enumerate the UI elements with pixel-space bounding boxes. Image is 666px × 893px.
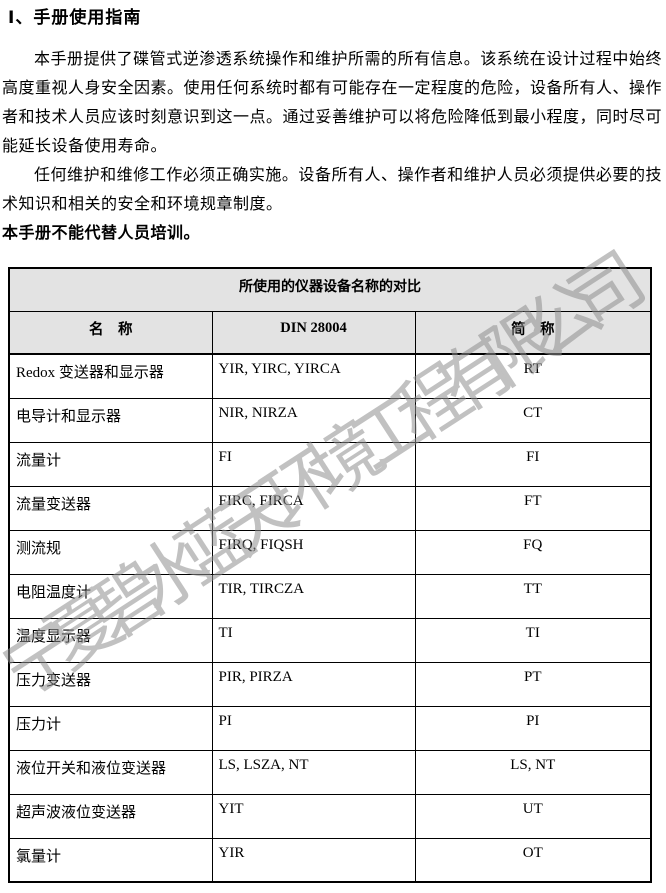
abbreviation-cell: PI xyxy=(414,705,652,751)
din-code-cell: FIRQ, FIQSH xyxy=(211,529,416,575)
training-note: 本手册不能代替人员培训。 xyxy=(2,225,201,242)
abbreviation-cell: LS, NT xyxy=(414,749,652,795)
table-row: 流量变送器 FIRC, FIRCA FT xyxy=(8,485,652,531)
table-row: 电阻温度计 TIR, TIRCZA TT xyxy=(8,573,652,619)
intro-paragraph: 本手册提供了碟管式逆渗透系统操作和维护所需的所有信息。该系统在设计过程中始终高度… xyxy=(2,51,663,155)
din-code-cell: YIT xyxy=(211,793,416,839)
abbreviation-cell: RT xyxy=(414,353,652,399)
table-title: 所使用的仪器设备名称的对比 xyxy=(8,267,652,312)
table-row: 液位开关和液位变送器 LS, LSZA, NT LS, NT xyxy=(8,749,652,795)
device-name-cell: 电导计和显示器 xyxy=(8,397,213,443)
table-row: 压力计 PI PI xyxy=(8,705,652,751)
din-code-cell: PIR, PIRZA xyxy=(211,661,416,707)
device-name-cell: 超声波液位变送器 xyxy=(8,793,213,839)
instrument-comparison-table: 所使用的仪器设备名称的对比 名 称 DIN 28004 简 称 Redox 变送… xyxy=(8,267,652,883)
page-title: Ⅰ、手册使用指南 xyxy=(8,8,142,27)
column-header-name: 名 称 xyxy=(8,310,213,355)
table-row: Redox 变送器和显示器 YIR, YIRC, YIRCA RT xyxy=(8,353,652,399)
table-row: 流量计 FI FI xyxy=(8,441,652,487)
device-name-cell: Redox 变送器和显示器 xyxy=(8,353,213,399)
din-code-cell: TIR, TIRCZA xyxy=(211,573,416,619)
abbreviation-cell: TI xyxy=(414,617,652,663)
table-row: 超声波液位变送器 YIT UT xyxy=(8,793,652,839)
abbreviation-cell: OT xyxy=(414,837,652,883)
device-name-cell: 测流规 xyxy=(8,529,213,575)
column-header-din: DIN 28004 xyxy=(211,310,416,355)
din-code-cell: NIR, NIRZA xyxy=(211,397,416,443)
column-header-abbr: 简 称 xyxy=(414,310,652,355)
abbreviation-cell: FI xyxy=(414,441,652,487)
device-name-cell: 流量变送器 xyxy=(8,485,213,531)
table-row: 电导计和显示器 NIR, NIRZA CT xyxy=(8,397,652,443)
table-row: 氯量计 YIR OT xyxy=(8,837,652,883)
device-name-cell: 压力变送器 xyxy=(8,661,213,707)
abbreviation-cell: TT xyxy=(414,573,652,619)
din-code-cell: LS, LSZA, NT xyxy=(211,749,416,795)
din-code-cell: TI xyxy=(211,617,416,663)
abbreviation-cell: UT xyxy=(414,793,652,839)
device-name-cell: 温度显示器 xyxy=(8,617,213,663)
din-code-cell: YIR xyxy=(211,837,416,883)
device-name-cell: 压力计 xyxy=(8,705,213,751)
din-code-cell: FIRC, FIRCA xyxy=(211,485,416,531)
column-header-row: 名 称 DIN 28004 简 称 xyxy=(8,310,652,355)
device-name-cell: 电阻温度计 xyxy=(8,573,213,619)
table-row: 压力变送器 PIR, PIRZA PT xyxy=(8,661,652,707)
din-code-cell: FI xyxy=(211,441,416,487)
abbreviation-cell: CT xyxy=(414,397,652,443)
abbreviation-cell: PT xyxy=(414,661,652,707)
table-title-row: 所使用的仪器设备名称的对比 xyxy=(8,267,652,312)
abbreviation-cell: FQ xyxy=(414,529,652,575)
device-name-cell: 氯量计 xyxy=(8,837,213,883)
device-name-cell: 流量计 xyxy=(8,441,213,487)
din-code-cell: PI xyxy=(211,705,416,751)
abbreviation-cell: FT xyxy=(414,485,652,531)
maintenance-paragraph: 任何维护和维修工作必须正确实施。设备所有人、操作者和维护人员必须提供必要的技术知… xyxy=(2,167,662,213)
table-row: 测流规 FIRQ, FIQSH FQ xyxy=(8,529,652,575)
table-body: Redox 变送器和显示器 YIR, YIRC, YIRCA RT 电导计和显示器 NI… xyxy=(8,353,652,883)
table-row: 温度显示器 TI TI xyxy=(8,617,652,663)
device-name-cell: 液位开关和液位变送器 xyxy=(8,749,213,795)
din-code-cell: YIR, YIRC, YIRCA xyxy=(211,353,416,399)
